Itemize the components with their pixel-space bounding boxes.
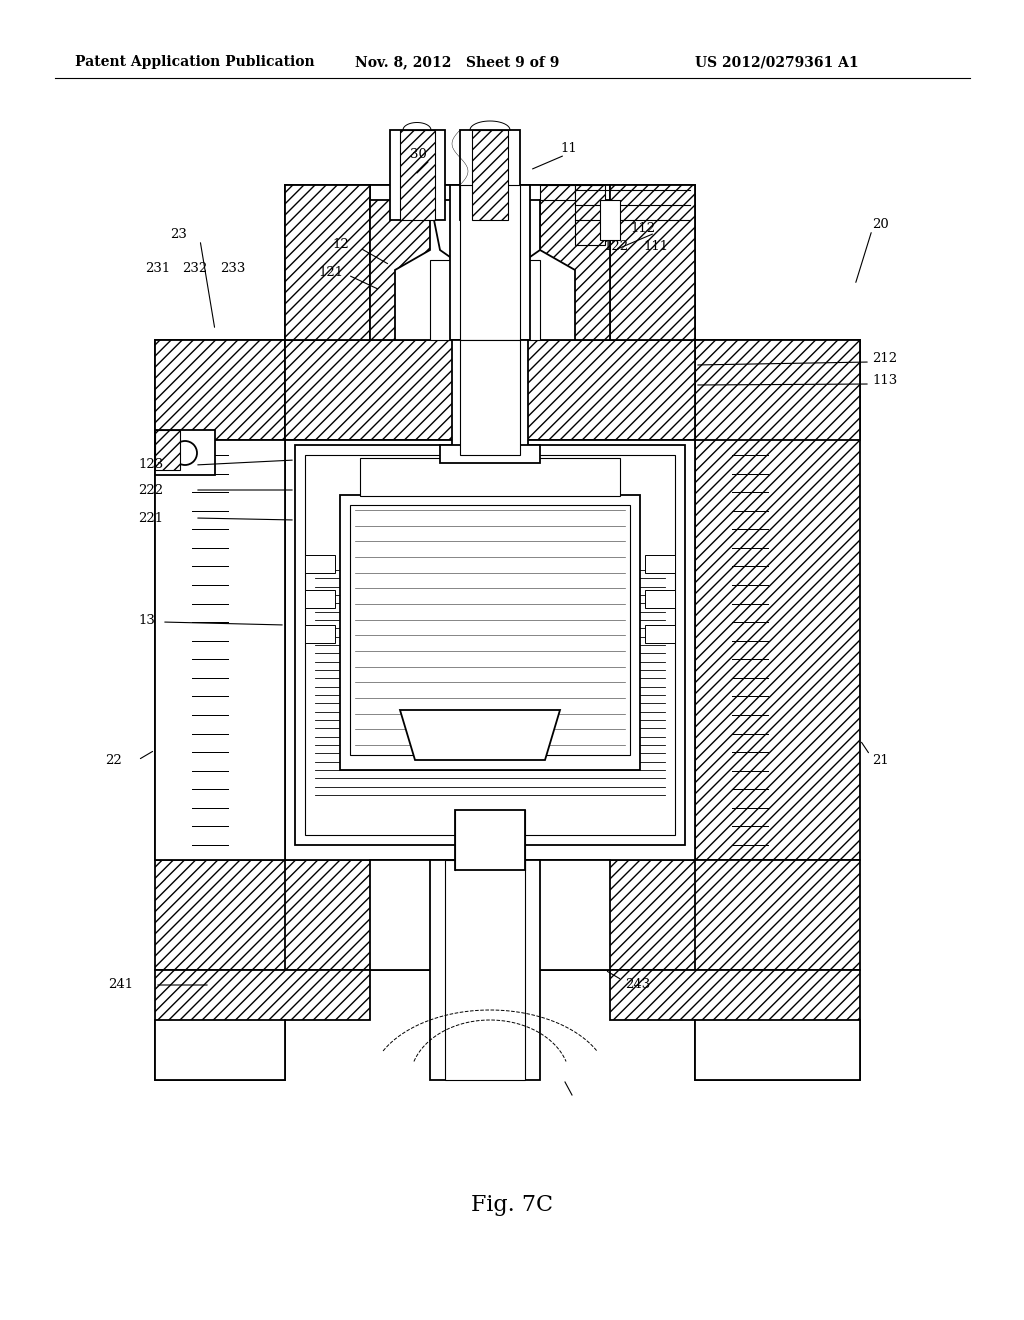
Text: 22: 22 bbox=[105, 754, 122, 767]
Polygon shape bbox=[155, 970, 370, 1080]
Text: 123: 123 bbox=[138, 458, 163, 471]
Bar bbox=[340, 495, 640, 770]
Polygon shape bbox=[695, 341, 860, 440]
Text: Patent Application Publication: Patent Application Publication bbox=[75, 55, 314, 69]
Polygon shape bbox=[285, 185, 695, 341]
Bar bbox=[400, 129, 435, 220]
Bar bbox=[440, 445, 540, 463]
Text: 221: 221 bbox=[138, 511, 163, 524]
Polygon shape bbox=[695, 341, 860, 861]
Text: 21: 21 bbox=[872, 754, 889, 767]
Text: 232: 232 bbox=[182, 261, 207, 275]
Bar bbox=[600, 201, 620, 240]
Text: 12: 12 bbox=[332, 239, 349, 252]
Bar bbox=[455, 810, 525, 870]
Bar bbox=[305, 590, 335, 609]
Text: 112: 112 bbox=[630, 222, 655, 235]
Circle shape bbox=[173, 441, 197, 465]
Bar bbox=[390, 129, 445, 220]
Bar bbox=[295, 445, 685, 845]
Polygon shape bbox=[540, 185, 575, 201]
Bar bbox=[460, 129, 520, 220]
Text: US 2012/0279361 A1: US 2012/0279361 A1 bbox=[695, 55, 859, 69]
Polygon shape bbox=[610, 185, 695, 341]
Bar bbox=[472, 129, 508, 220]
Bar bbox=[445, 861, 525, 1080]
Text: 13: 13 bbox=[138, 614, 155, 627]
Text: 212: 212 bbox=[872, 351, 897, 364]
Text: Nov. 8, 2012   Sheet 9 of 9: Nov. 8, 2012 Sheet 9 of 9 bbox=[355, 55, 559, 69]
Bar bbox=[155, 1020, 285, 1080]
Text: 30: 30 bbox=[410, 149, 427, 161]
Bar bbox=[450, 185, 530, 341]
Bar bbox=[430, 260, 540, 341]
Bar bbox=[460, 341, 520, 455]
Text: Fig. 7C: Fig. 7C bbox=[471, 1195, 553, 1216]
Polygon shape bbox=[610, 970, 860, 1080]
Polygon shape bbox=[155, 341, 285, 440]
Text: 222: 222 bbox=[138, 483, 163, 496]
Bar bbox=[305, 624, 335, 643]
Bar bbox=[460, 185, 520, 341]
Text: 122: 122 bbox=[603, 239, 628, 252]
Polygon shape bbox=[155, 341, 285, 861]
Bar bbox=[360, 458, 620, 496]
Bar bbox=[645, 590, 675, 609]
Polygon shape bbox=[285, 341, 695, 440]
Text: 113: 113 bbox=[872, 374, 897, 387]
Bar bbox=[370, 185, 610, 341]
Bar bbox=[350, 506, 630, 755]
Text: 121: 121 bbox=[318, 265, 343, 279]
Bar bbox=[155, 430, 215, 475]
Text: 241: 241 bbox=[108, 978, 133, 991]
Polygon shape bbox=[430, 201, 540, 285]
Polygon shape bbox=[155, 861, 860, 970]
Bar bbox=[695, 1020, 860, 1080]
Bar bbox=[155, 440, 285, 861]
Polygon shape bbox=[395, 185, 430, 201]
Text: 231: 231 bbox=[145, 261, 170, 275]
Polygon shape bbox=[285, 861, 695, 970]
Bar bbox=[430, 861, 540, 1080]
Text: 20: 20 bbox=[872, 219, 889, 231]
Bar bbox=[285, 440, 695, 861]
Polygon shape bbox=[400, 710, 560, 760]
Text: 111: 111 bbox=[643, 239, 668, 252]
Polygon shape bbox=[285, 185, 370, 341]
Text: 243: 243 bbox=[625, 978, 650, 991]
Bar bbox=[155, 430, 180, 470]
Bar bbox=[452, 341, 528, 455]
Polygon shape bbox=[370, 201, 430, 341]
Bar bbox=[305, 554, 335, 573]
Bar bbox=[575, 185, 605, 246]
Text: 233: 233 bbox=[220, 261, 246, 275]
Polygon shape bbox=[540, 201, 610, 341]
Text: 23: 23 bbox=[170, 228, 186, 242]
Bar bbox=[645, 554, 675, 573]
Text: 11: 11 bbox=[560, 141, 577, 154]
Bar bbox=[370, 861, 610, 970]
Bar bbox=[645, 624, 675, 643]
Bar bbox=[305, 455, 675, 836]
